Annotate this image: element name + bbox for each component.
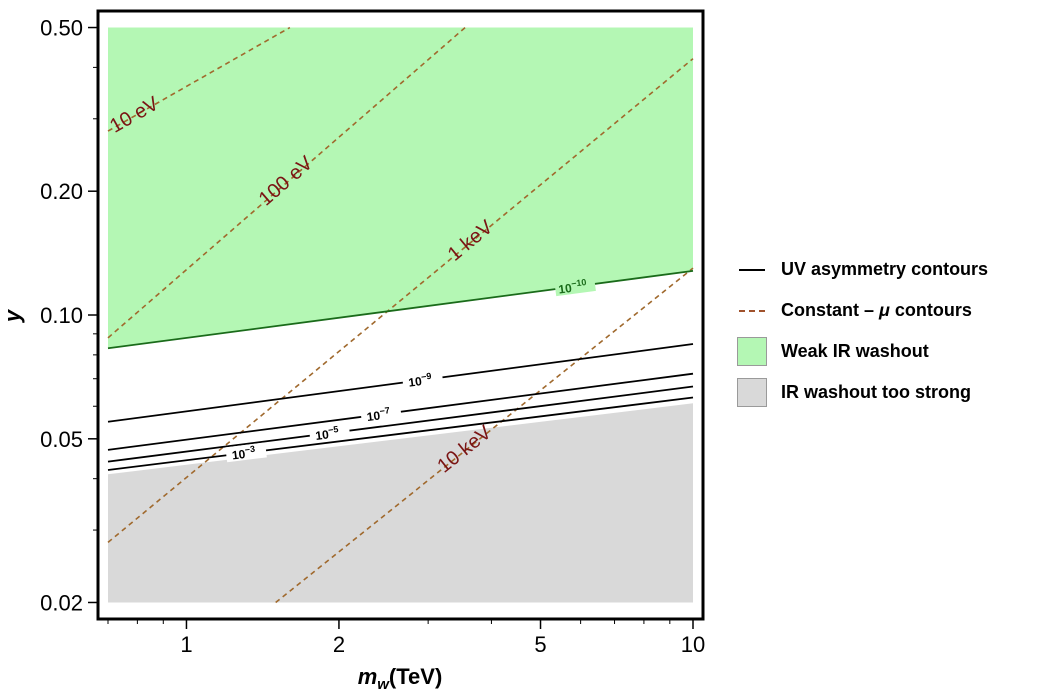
uv-contour-label: 10−5	[314, 424, 339, 443]
x-tick-label: 2	[333, 632, 345, 657]
uv-contour-label: 10−3	[231, 444, 256, 463]
x-axis-title: mw(TeV)	[358, 664, 443, 693]
mu-contour-line	[107, 58, 694, 543]
uv-label-bg	[225, 442, 267, 463]
legend-label-mu: Constant – μ contours	[781, 300, 972, 320]
uv-contour-label: 10−7	[366, 405, 391, 424]
uv-contour-line	[107, 396, 694, 471]
legend-label-uv: UV asymmetry contours	[781, 259, 989, 279]
uv-contour-label: 10−10	[557, 277, 587, 297]
uv-contour-line	[107, 343, 694, 423]
legend-item-strong: IR washout too strong	[735, 378, 1045, 407]
x-tick-label: 1	[180, 632, 192, 657]
regions-layer	[108, 27, 693, 603]
legend-label-strong: IR washout too strong	[781, 382, 971, 402]
uv-contour-label: 10−9	[407, 371, 433, 390]
mu-contour-line	[275, 267, 694, 604]
green-box-swatch	[735, 337, 769, 366]
y-tick-label: 0.10	[40, 303, 83, 328]
ticks-layer: 1 2 5 10 0.02 0.05 0.10 0.20 0.50	[40, 16, 705, 657]
weak-washout-region	[108, 27, 693, 349]
solid-line-swatch	[735, 268, 769, 271]
x-tick-label: 5	[534, 632, 546, 657]
y-tick-label: 0.05	[40, 427, 83, 452]
y-tick-label: 0.50	[40, 16, 83, 41]
uv-label-bg	[401, 369, 444, 390]
uv-label-bg	[360, 403, 402, 424]
legend-label-weak: Weak IR washout	[781, 341, 929, 361]
uv-label-bg	[308, 422, 351, 443]
strong-washout-region	[108, 403, 693, 603]
mu-contour-line	[107, 26, 466, 339]
uv-label-bg	[554, 275, 596, 297]
y-tick-label: 0.20	[40, 179, 83, 204]
uv-contour-line	[107, 270, 694, 350]
x-tick-label: 10	[681, 632, 705, 657]
legend-item-uv: UV asymmetry contours	[735, 255, 1045, 284]
y-axis-title: y	[0, 308, 25, 323]
gray-box-swatch	[735, 378, 769, 407]
contours-layer	[107, 26, 694, 604]
legend-item-mu: Constant – μ contours	[735, 296, 1045, 325]
dashed-line-swatch	[735, 309, 769, 312]
legend: UV asymmetry contours Constant – μ conto…	[735, 255, 1045, 419]
y-tick-label: 0.02	[40, 590, 83, 615]
legend-item-weak: Weak IR washout	[735, 337, 1045, 366]
uv-contour-line	[107, 385, 694, 463]
mu-contour-line	[107, 26, 291, 132]
